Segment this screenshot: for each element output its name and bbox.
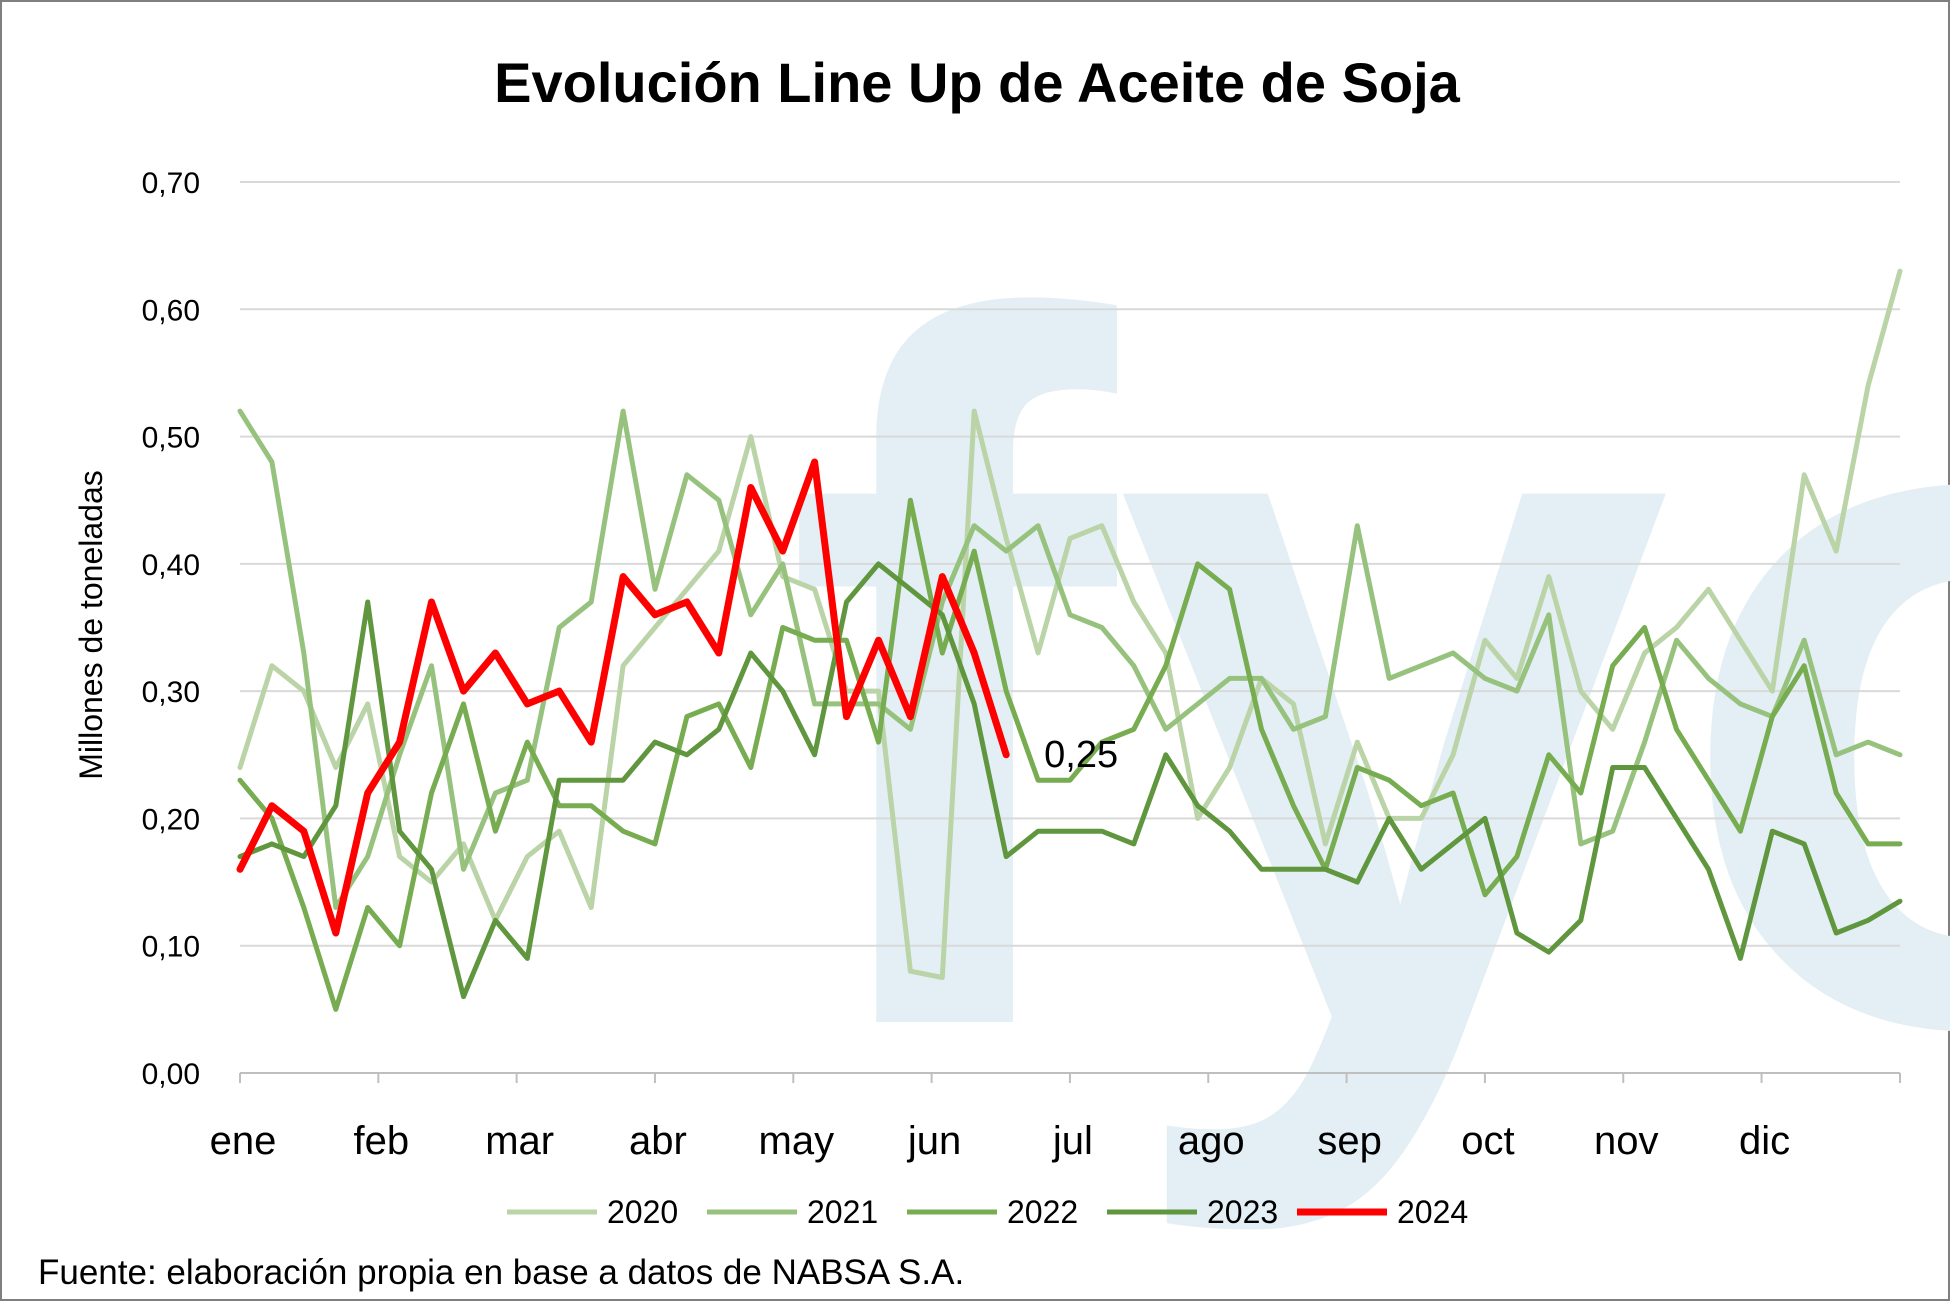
y-tick-label: 0,30 [142, 676, 200, 709]
x-tick-label: abr [629, 1119, 687, 1163]
y-tick-label: 0,00 [142, 1058, 200, 1091]
x-tick-label: may [759, 1119, 835, 1163]
source-note: Fuente: elaboración propia en base a dat… [38, 1253, 964, 1292]
series-line-2022 [237, 497, 1903, 1012]
y-tick-label: 0,10 [142, 931, 200, 964]
x-tick-label: dic [1739, 1119, 1790, 1163]
x-tick-label: ago [1178, 1119, 1245, 1163]
legend-label-2020: 2020 [607, 1194, 678, 1230]
y-tick-label: 0,20 [142, 803, 200, 836]
y-tick-label: 0,60 [142, 294, 200, 327]
x-tick-label: jun [907, 1119, 961, 1163]
x-tick-label: sep [1317, 1119, 1382, 1163]
legend-label-2024: 2024 [1397, 1194, 1468, 1230]
x-tick-labels: ene feb mar abr may jun jul ago sep oct nov dic [210, 1073, 1901, 1163]
x-tick-label: feb [354, 1119, 410, 1163]
y-axis-label: Millones de toneladas [73, 470, 109, 780]
x-tick-label: ene [210, 1119, 277, 1163]
watermark-logo: fyo [782, 117, 1950, 1241]
legend-label-2022: 2022 [1007, 1194, 1078, 1230]
last-value-annotation: 0,25 [1044, 734, 1118, 776]
series-lines [236, 268, 1903, 1012]
legend-label-2023: 2023 [1207, 1194, 1278, 1230]
series-line-2020 [237, 268, 1903, 980]
series-line-2023 [237, 561, 1903, 1000]
legend: 2020 2021 2022 2023 2024 [507, 1194, 1468, 1230]
y-tick-label: 0,50 [142, 422, 200, 455]
chart-title: Evolución Line Up de Aceite de Soja [494, 51, 1461, 114]
x-tick-label: mar [485, 1119, 554, 1163]
legend-label-2021: 2021 [807, 1194, 878, 1230]
series-line-2021 [237, 408, 1903, 910]
y-tick-labels: 0,00 0,10 0,20 0,30 0,40 0,50 0,60 0,70 [142, 167, 200, 1091]
x-tick-label: jul [1052, 1119, 1093, 1163]
y-tick-label: 0,70 [142, 167, 200, 200]
x-tick-label: oct [1461, 1119, 1514, 1163]
series-line-2024 [236, 458, 1010, 937]
y-tick-label: 0,40 [142, 549, 200, 582]
x-tick-label: nov [1594, 1119, 1659, 1163]
